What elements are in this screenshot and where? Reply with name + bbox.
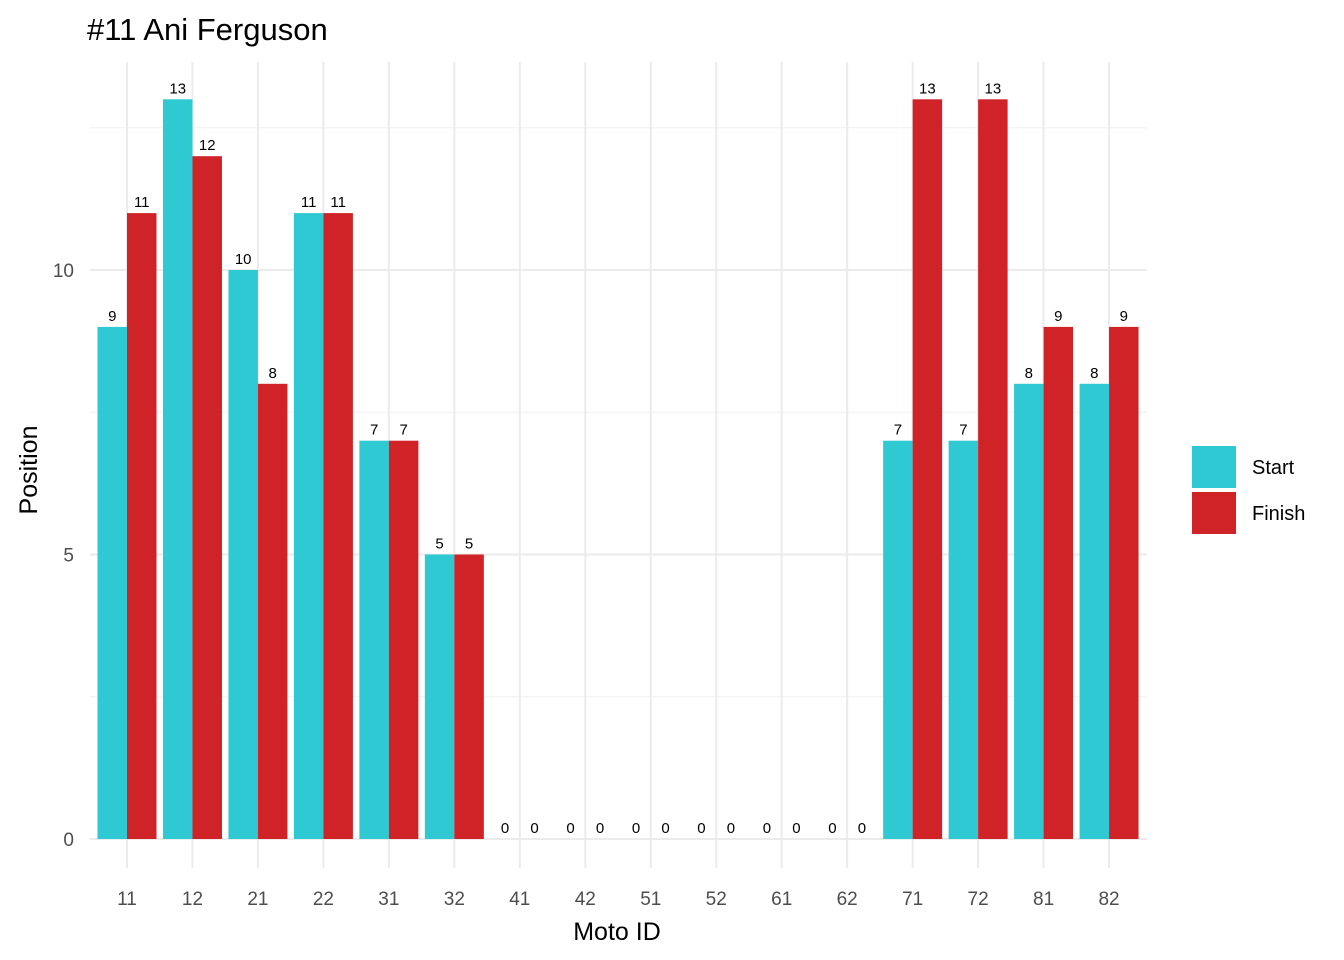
- chart-title: #11 Ani Ferguson: [87, 12, 328, 47]
- data-label: 9: [1054, 308, 1062, 325]
- bar-start: [162, 99, 193, 840]
- data-label: 7: [399, 422, 407, 439]
- x-tick-label: 12: [182, 889, 203, 910]
- data-label: 5: [435, 536, 443, 553]
- data-label: 10: [235, 251, 252, 268]
- data-label: 0: [697, 820, 705, 837]
- bar-start: [1014, 383, 1044, 839]
- data-label: 0: [566, 820, 574, 837]
- data-label: 11: [301, 194, 317, 211]
- x-tick-label: 61: [771, 889, 792, 910]
- legend-label: Start: [1252, 457, 1295, 479]
- bar-start: [1079, 383, 1110, 839]
- data-labels: 9 13 10 11 7 5 0 0 0 0 0 0 7 7 8 8 11 12 8 11 7 5 0 0 0 0 0 0 13 13 9 9: [108, 80, 1128, 837]
- x-tick-label: 42: [575, 889, 596, 910]
- y-axis-ticks: 0 5 10: [53, 261, 74, 851]
- bar-start: [293, 213, 324, 840]
- bar-finish: [257, 383, 288, 839]
- data-label: 0: [792, 820, 800, 837]
- data-label: 8: [269, 365, 277, 382]
- data-label: 13: [169, 80, 186, 97]
- x-tick-label: 32: [444, 889, 465, 910]
- bar-finish: [323, 213, 353, 840]
- x-tick-label: 62: [837, 889, 858, 910]
- y-tick-label: 5: [63, 546, 74, 567]
- bar-finish: [192, 156, 222, 839]
- data-label: 9: [1120, 308, 1128, 325]
- bar-start: [948, 440, 979, 839]
- data-label: 0: [828, 820, 836, 837]
- legend-label: Finish: [1252, 503, 1305, 525]
- data-label: 7: [959, 422, 967, 439]
- bar-finish: [454, 554, 484, 839]
- x-tick-label: 72: [968, 889, 989, 910]
- bars: [97, 99, 1139, 840]
- x-axis-ticks: 11 12 21 22 31 32 41 42 51 52 61 62 71 72 81 82: [117, 889, 1119, 910]
- x-tick-label: 81: [1033, 889, 1054, 910]
- data-label: 8: [1090, 365, 1098, 382]
- data-label: 7: [894, 422, 902, 439]
- data-label: 0: [727, 820, 735, 837]
- data-label: 0: [596, 820, 604, 837]
- bar-finish: [912, 99, 943, 840]
- x-tick-label: 22: [313, 889, 334, 910]
- data-label: 12: [199, 137, 216, 154]
- x-tick-label: 52: [706, 889, 727, 910]
- data-label: 11: [330, 194, 346, 211]
- bar-start: [883, 440, 913, 839]
- legend-key-finish: [1192, 492, 1236, 534]
- data-label: 11: [134, 194, 150, 211]
- data-label: 0: [501, 820, 509, 837]
- data-label: 0: [632, 820, 640, 837]
- y-tick-label: 10: [53, 261, 74, 282]
- data-label: 5: [465, 536, 473, 553]
- y-tick-label: 0: [63, 830, 74, 851]
- bar-start: [97, 326, 127, 839]
- data-label: 13: [919, 80, 936, 97]
- data-label: 8: [1025, 365, 1033, 382]
- x-axis-title: Moto ID: [573, 918, 661, 946]
- x-tick-label: 82: [1098, 889, 1119, 910]
- legend-key-start: [1192, 446, 1236, 488]
- data-label: 13: [985, 80, 1002, 97]
- bar-start: [228, 270, 258, 839]
- bar-finish: [127, 213, 157, 840]
- legend: Start Finish: [1192, 446, 1305, 534]
- x-tick-label: 41: [509, 889, 530, 910]
- x-tick-label: 21: [247, 889, 268, 910]
- bar-finish: [388, 440, 419, 839]
- bar-finish: [978, 99, 1008, 840]
- bar-finish: [1043, 326, 1074, 839]
- bar-start: [424, 554, 455, 839]
- x-tick-label: 31: [378, 889, 399, 910]
- data-label: 0: [661, 820, 669, 837]
- data-label: 0: [530, 820, 538, 837]
- bar-finish: [1109, 326, 1139, 839]
- x-tick-label: 11: [117, 889, 137, 910]
- x-tick-label: 51: [640, 889, 661, 910]
- data-label: 9: [108, 308, 116, 325]
- data-label: 0: [763, 820, 771, 837]
- bar-start: [359, 440, 389, 839]
- data-label: 7: [370, 422, 378, 439]
- y-axis-title: Position: [15, 426, 43, 515]
- x-tick-label: 71: [902, 889, 923, 910]
- data-label: 0: [858, 820, 866, 837]
